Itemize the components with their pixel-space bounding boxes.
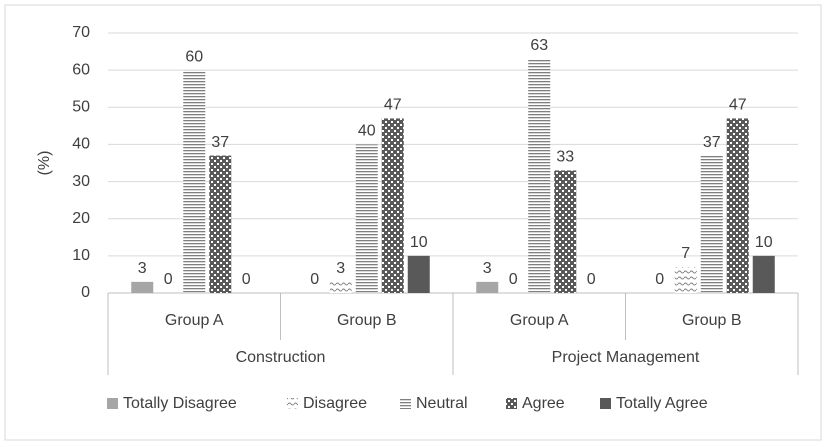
bar: [554, 170, 577, 293]
data-label: 0: [655, 271, 664, 288]
x-tick-label: Group B: [337, 312, 397, 329]
x-tick-label: Group A: [165, 312, 224, 329]
legend-label: Neutral: [416, 395, 468, 412]
data-label: 10: [410, 234, 428, 251]
data-label: 10: [755, 234, 773, 251]
data-label: 0: [587, 271, 596, 288]
legend-swatch: [506, 398, 517, 409]
data-label: 47: [384, 97, 402, 114]
x-tick-label: Group A: [510, 312, 569, 329]
chart-border: [4, 4, 822, 441]
data-label: 0: [164, 271, 173, 288]
data-label: 3: [138, 260, 147, 277]
data-label: 33: [556, 149, 574, 166]
bar: [381, 118, 404, 293]
group-label: Construction: [236, 349, 326, 366]
y-tick-label: 30: [72, 173, 90, 190]
legend-label: Totally Disagree: [123, 395, 237, 412]
legend-swatch: [400, 398, 411, 409]
legend-swatch: [107, 398, 118, 409]
legend-swatch: [287, 398, 298, 409]
data-label: 3: [483, 260, 492, 277]
bar: [183, 70, 206, 294]
y-tick-label: 50: [72, 99, 90, 116]
data-label: 60: [185, 48, 203, 65]
bar: [329, 281, 352, 293]
y-axis-label: (%): [36, 151, 53, 176]
bar: [700, 155, 723, 293]
y-tick-label: 20: [72, 210, 90, 227]
bar: [674, 267, 697, 293]
y-tick-label: 60: [72, 61, 90, 78]
y-tick-label: 10: [72, 247, 90, 264]
bar: [355, 144, 378, 293]
legend-label: Agree: [522, 395, 565, 412]
bar: [752, 255, 775, 293]
data-label: 7: [681, 245, 690, 262]
bar: [209, 155, 232, 293]
data-label: 0: [310, 271, 319, 288]
group-label: Project Management: [552, 349, 700, 366]
bar: [131, 281, 154, 293]
data-label: 37: [703, 134, 721, 151]
legend-label: Totally Agree: [616, 395, 708, 412]
x-tick-label: Group B: [682, 312, 742, 329]
y-tick-label: 0: [81, 284, 90, 301]
y-tick-label: 40: [72, 136, 90, 153]
data-label: 0: [509, 271, 518, 288]
data-label: 47: [729, 97, 747, 114]
data-label: 3: [336, 260, 345, 277]
data-label: 40: [358, 123, 376, 140]
legend-swatch: [600, 398, 611, 409]
bar: [407, 255, 430, 293]
bar: [476, 281, 499, 293]
data-label: 0: [242, 271, 251, 288]
legend-label: Disagree: [303, 395, 367, 412]
data-label: 37: [211, 134, 229, 151]
data-label: 63: [530, 37, 548, 54]
bar: [726, 118, 749, 293]
bar: [528, 59, 551, 293]
y-tick-label: 70: [72, 24, 90, 41]
